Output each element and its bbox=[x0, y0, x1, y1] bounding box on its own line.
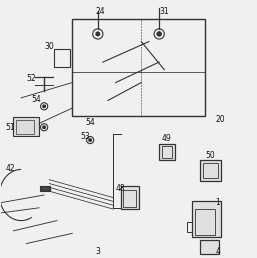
Bar bbox=[162, 147, 172, 158]
Text: 31: 31 bbox=[159, 7, 169, 16]
Text: 1: 1 bbox=[215, 198, 220, 207]
Bar bbox=[187, 222, 192, 232]
Bar bbox=[54, 49, 70, 67]
Text: 50: 50 bbox=[205, 151, 215, 160]
Text: 54: 54 bbox=[85, 118, 95, 127]
Text: 49: 49 bbox=[162, 134, 171, 143]
Text: 3: 3 bbox=[95, 247, 100, 256]
Text: 30: 30 bbox=[44, 42, 54, 51]
Circle shape bbox=[96, 32, 100, 36]
Bar bbox=[192, 201, 221, 237]
Bar bbox=[203, 163, 218, 178]
Text: 20: 20 bbox=[215, 115, 225, 124]
Bar bbox=[40, 186, 50, 191]
Text: 24: 24 bbox=[95, 7, 105, 16]
Bar bbox=[200, 160, 221, 181]
Text: 54: 54 bbox=[31, 95, 41, 104]
Text: 4: 4 bbox=[215, 247, 220, 256]
Text: 52: 52 bbox=[26, 74, 36, 83]
Circle shape bbox=[43, 105, 45, 108]
Text: 53: 53 bbox=[80, 132, 90, 141]
Circle shape bbox=[89, 139, 91, 141]
Circle shape bbox=[43, 126, 45, 128]
Bar bbox=[72, 19, 205, 116]
Bar bbox=[121, 186, 139, 209]
Circle shape bbox=[157, 32, 161, 36]
Text: 51: 51 bbox=[6, 123, 15, 132]
Bar bbox=[159, 144, 175, 160]
Text: 48: 48 bbox=[116, 184, 125, 193]
Text: 42: 42 bbox=[6, 164, 15, 173]
Bar bbox=[195, 209, 215, 235]
Bar bbox=[16, 120, 34, 134]
Bar bbox=[13, 117, 39, 136]
Bar bbox=[123, 190, 136, 206]
Bar bbox=[200, 240, 219, 254]
